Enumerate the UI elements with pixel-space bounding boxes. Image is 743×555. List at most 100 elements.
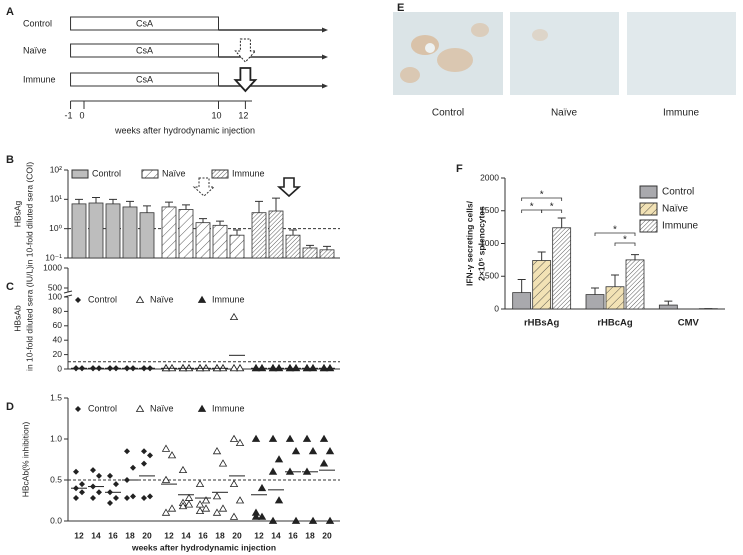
point xyxy=(229,479,239,487)
csa-label: CsA xyxy=(136,18,153,28)
y-axis-label: IFN-γ secreting cells/ xyxy=(464,200,474,286)
error-bar xyxy=(591,287,599,295)
csa-box xyxy=(70,43,219,58)
point xyxy=(141,448,147,455)
y-tick-label: 40 xyxy=(53,334,63,344)
significance-bracket xyxy=(541,209,563,213)
legend-marker xyxy=(135,404,145,412)
bar xyxy=(88,202,104,259)
legend-marker xyxy=(197,404,207,412)
error-bar xyxy=(233,229,241,236)
significance-label: * xyxy=(550,202,554,213)
significance-bracket xyxy=(594,232,636,236)
point xyxy=(90,495,96,502)
y-tick-label: 0.5 xyxy=(50,474,62,484)
timeline-tick-label: 12 xyxy=(238,110,248,120)
point xyxy=(268,467,278,475)
error-bar xyxy=(611,274,619,287)
y-tick-label: 10¹ xyxy=(50,194,62,204)
micrograph xyxy=(627,12,736,95)
y-tick-label: 1.0 xyxy=(50,433,62,443)
bar xyxy=(585,294,605,310)
y-tick-label: 1000 xyxy=(43,262,62,272)
panel-letter: B xyxy=(6,154,14,166)
x-tick-label: rHBcAg xyxy=(597,318,633,329)
challenge-arrow xyxy=(233,67,258,93)
x-tick-label: 16 xyxy=(288,530,298,540)
point xyxy=(319,459,329,467)
bar xyxy=(178,209,194,259)
point xyxy=(195,479,205,487)
point xyxy=(107,499,113,506)
y-tick-label: 0 xyxy=(57,363,62,373)
bar xyxy=(212,224,228,259)
point xyxy=(325,447,335,455)
csa-label: CsA xyxy=(136,74,153,84)
y-tick-label: 100 xyxy=(48,291,62,301)
point xyxy=(73,468,79,475)
y-axis-label: HBsAb xyxy=(12,305,22,332)
point xyxy=(229,312,239,321)
point xyxy=(308,447,318,455)
y-tick-label: 0 xyxy=(494,303,499,313)
significance-label: * xyxy=(530,202,534,213)
legend-label: Naïve xyxy=(162,168,186,178)
bar xyxy=(302,247,318,259)
x-tick-label: 12 xyxy=(254,530,264,540)
csa-label: CsA xyxy=(136,45,153,55)
point xyxy=(212,492,222,500)
image-caption: Control xyxy=(432,108,464,119)
point xyxy=(161,444,171,452)
point xyxy=(212,447,222,455)
timeline-tick-label: 10 xyxy=(211,110,221,120)
x-tick-label: 16 xyxy=(108,530,118,540)
micrograph xyxy=(510,12,619,95)
x-tick-label: 18 xyxy=(125,530,135,540)
point xyxy=(218,504,228,512)
point xyxy=(257,483,267,492)
point xyxy=(268,516,278,524)
error-bar xyxy=(216,220,224,226)
significance-label: * xyxy=(623,235,627,246)
y-tick-label: 0.0 xyxy=(50,515,62,525)
x-tick-label: 14 xyxy=(91,530,101,540)
legend-marker xyxy=(75,297,81,303)
csa-box xyxy=(70,16,219,31)
y-tick-label: 10² xyxy=(50,164,62,174)
point xyxy=(178,501,188,510)
arrowhead xyxy=(322,83,328,89)
error-bar xyxy=(537,251,546,261)
row-label: Naïve xyxy=(23,45,47,55)
y-axis-label: in 10-fold diluted sera (COI) xyxy=(24,162,34,267)
timeline-xlabel: weeks after hydrodynamic injection xyxy=(114,125,255,135)
legend-marker xyxy=(75,406,81,412)
bar xyxy=(71,203,87,259)
legend-marker xyxy=(135,295,145,303)
x-tick-label: 18 xyxy=(215,530,225,540)
legend-label: Naïve xyxy=(662,204,689,215)
point xyxy=(319,434,329,442)
panel-letter: E xyxy=(397,2,404,14)
error-bar xyxy=(126,200,134,207)
axis-break xyxy=(63,290,73,294)
bar xyxy=(229,234,245,259)
point xyxy=(212,508,222,516)
legend-label: Immune xyxy=(232,168,265,178)
point xyxy=(325,516,335,524)
image-caption: Naïve xyxy=(551,108,578,119)
legend-marker xyxy=(197,295,207,303)
x-tick-label: 18 xyxy=(305,530,315,540)
y-tick-label: 60 xyxy=(53,320,63,330)
panel-b-arrows xyxy=(192,177,302,198)
y-tick-label: 500 xyxy=(485,271,499,281)
legend-label: Control xyxy=(92,168,121,178)
arrowhead xyxy=(322,27,328,33)
error-bar xyxy=(631,254,639,260)
legend-label: Immune xyxy=(212,294,245,304)
significance-label: * xyxy=(613,225,617,236)
significance-label: * xyxy=(540,190,544,201)
bar xyxy=(512,292,532,310)
row-label: Immune xyxy=(23,74,56,84)
panel-e-images xyxy=(393,12,736,95)
